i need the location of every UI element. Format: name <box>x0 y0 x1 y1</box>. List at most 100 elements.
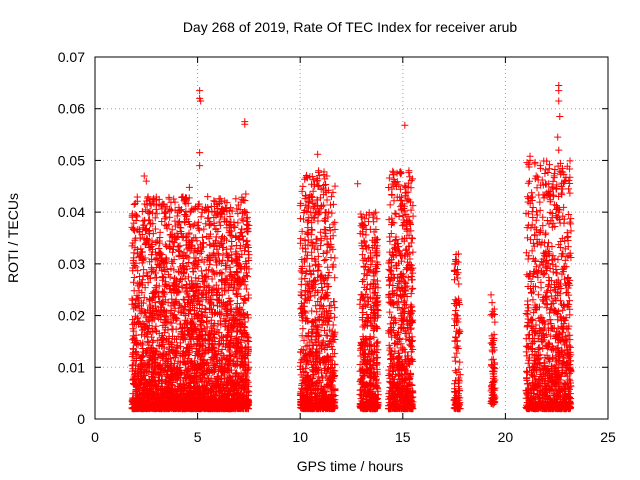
data-point <box>196 341 204 349</box>
data-point <box>223 355 231 363</box>
data-point <box>189 329 197 337</box>
data-point <box>196 249 204 257</box>
data-point <box>145 341 153 349</box>
data-point <box>158 353 166 361</box>
data-point <box>205 266 213 274</box>
data-point <box>153 397 161 405</box>
data-point <box>180 309 188 317</box>
data-point <box>128 223 136 231</box>
data-point <box>182 396 190 404</box>
data-point <box>136 355 144 363</box>
data-point <box>130 274 138 282</box>
data-point <box>152 288 160 296</box>
data-point <box>207 386 215 394</box>
data-point <box>191 389 199 397</box>
data-point <box>219 298 227 306</box>
data-point <box>171 304 179 312</box>
data-point <box>141 241 149 249</box>
data-point <box>192 373 200 381</box>
data-point <box>208 275 216 283</box>
data-point <box>183 299 191 307</box>
data-point <box>133 390 141 398</box>
data-point <box>244 311 252 319</box>
data-point <box>135 287 143 295</box>
data-point <box>167 265 175 273</box>
data-point <box>188 345 196 353</box>
data-point <box>165 193 173 201</box>
data-point <box>230 311 238 319</box>
data-point <box>227 284 235 292</box>
data-point <box>170 364 178 372</box>
data-point <box>168 380 176 388</box>
data-point <box>221 318 229 326</box>
data-point <box>228 207 236 215</box>
data-point <box>202 378 210 386</box>
data-point <box>228 395 236 403</box>
data-point <box>207 316 215 324</box>
data-point <box>161 205 169 213</box>
data-point <box>167 395 175 403</box>
data-point <box>226 271 234 279</box>
data-point <box>198 294 206 302</box>
data-point <box>133 291 141 299</box>
data-point <box>162 280 170 288</box>
data-point <box>153 282 161 290</box>
data-point <box>135 379 143 387</box>
data-point <box>202 317 210 325</box>
data-point <box>132 296 140 304</box>
data-point <box>156 303 164 311</box>
data-point <box>201 330 209 338</box>
data-point <box>239 355 247 363</box>
data-point <box>199 368 207 376</box>
data-point <box>234 219 242 227</box>
data-point <box>198 377 206 385</box>
data-point <box>171 206 179 214</box>
data-point <box>221 278 229 286</box>
data-point <box>135 253 143 261</box>
data-point <box>160 290 168 298</box>
data-point <box>231 224 239 232</box>
data-point <box>222 402 230 410</box>
data-point <box>136 385 144 393</box>
data-point <box>190 340 198 348</box>
data-point <box>210 309 218 317</box>
data-point <box>197 267 205 275</box>
data-point <box>200 324 208 332</box>
data-point <box>136 251 144 259</box>
data-point <box>130 219 138 227</box>
data-point <box>206 379 214 387</box>
data-point <box>186 241 194 249</box>
data-point <box>209 380 217 388</box>
data-point <box>137 309 145 317</box>
data-point <box>190 361 198 369</box>
data-point <box>186 283 194 291</box>
data-point <box>223 300 231 308</box>
data-point <box>214 384 222 392</box>
data-point <box>137 279 145 287</box>
data-point <box>146 378 154 386</box>
data-point <box>144 390 152 398</box>
data-point <box>234 269 242 277</box>
data-point <box>206 218 214 226</box>
data-point <box>161 378 169 386</box>
data-point <box>245 388 253 396</box>
data-point <box>216 317 224 325</box>
data-point <box>133 213 141 221</box>
data-point <box>205 369 213 377</box>
data-point <box>198 256 206 264</box>
data-point <box>158 267 166 275</box>
data-point <box>212 233 220 241</box>
data-point <box>203 323 211 331</box>
data-point <box>189 385 197 393</box>
data-point <box>226 212 234 220</box>
data-point <box>191 220 199 228</box>
data-point <box>158 336 166 344</box>
data-point <box>244 365 252 373</box>
data-point <box>233 262 241 270</box>
data-point <box>158 217 166 225</box>
data-point <box>202 403 210 411</box>
data-point <box>172 325 180 333</box>
data-point <box>218 291 226 299</box>
data-point <box>232 256 240 264</box>
data-point <box>167 389 175 397</box>
